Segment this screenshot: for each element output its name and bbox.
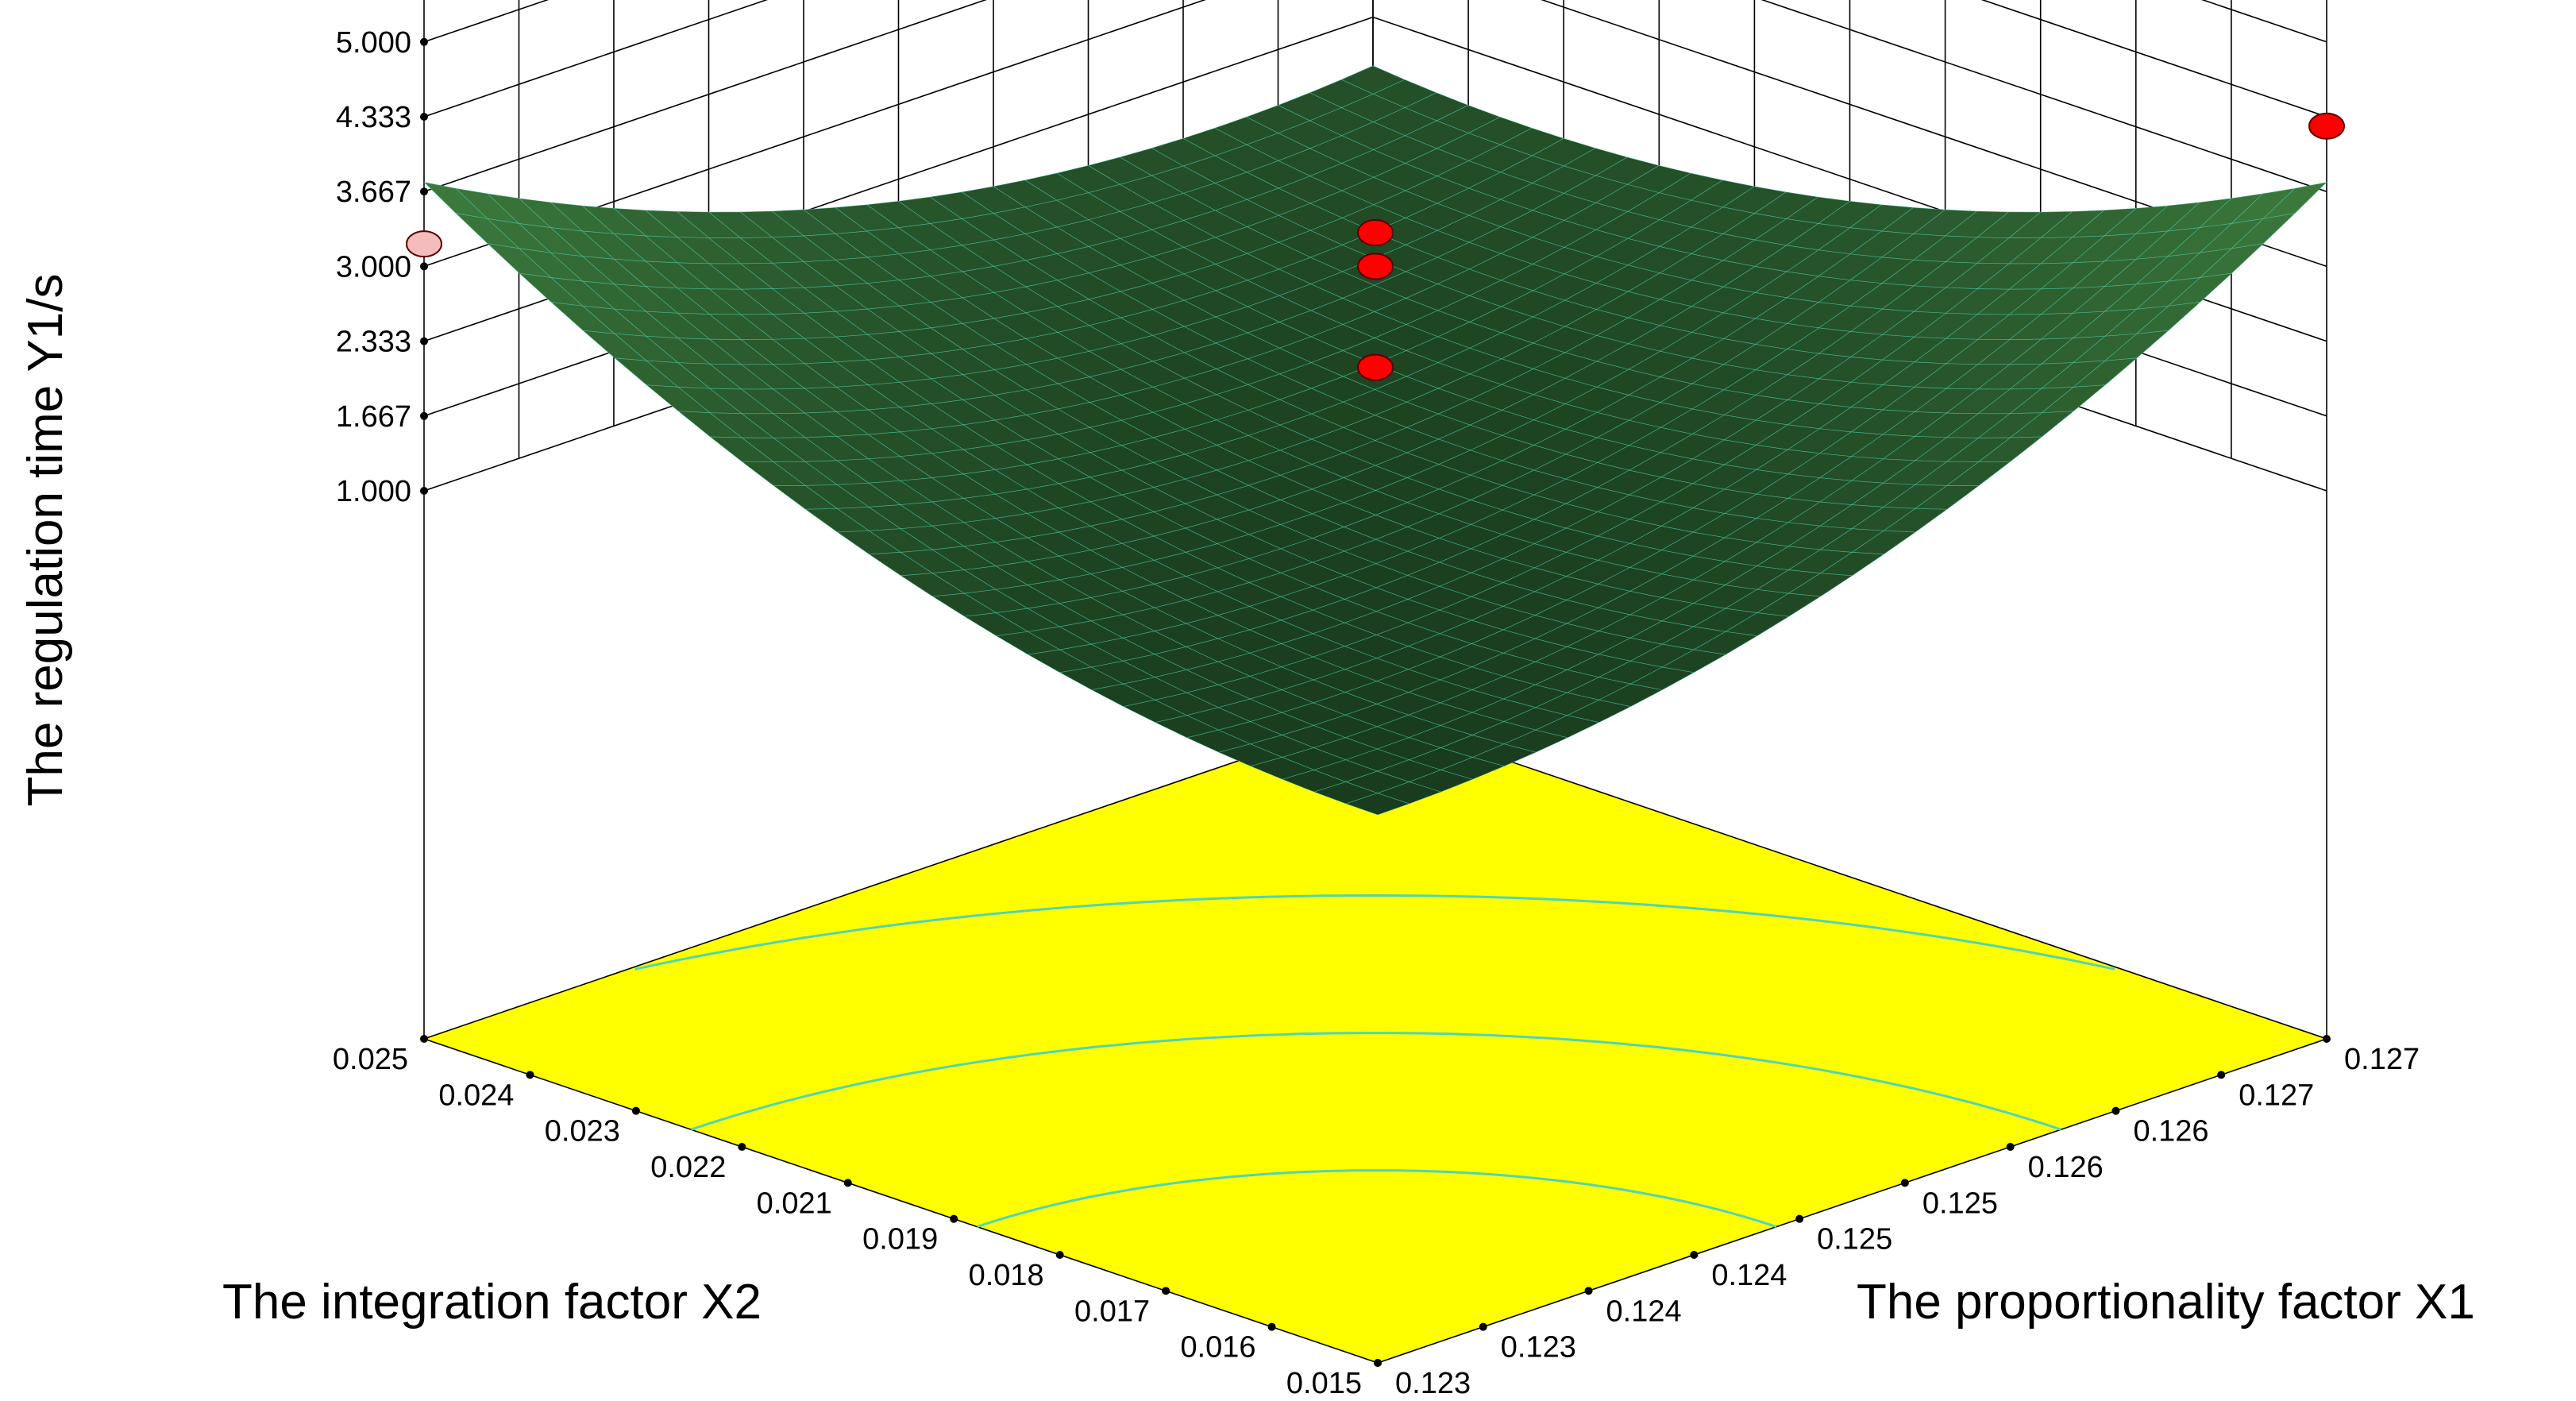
design-point xyxy=(1357,219,1394,247)
z-tick-mark xyxy=(420,262,428,271)
z-tick-label: 2.333 xyxy=(336,326,411,359)
z-tick-label: 1.667 xyxy=(336,400,411,434)
x2-tick-mark xyxy=(843,1179,852,1187)
z-tick-label: 5.000 xyxy=(336,26,411,60)
x2-tick-label: 0.016 xyxy=(1180,1331,1255,1364)
wall-grid-line xyxy=(423,0,769,118)
x1-tick-mark xyxy=(2323,1035,2331,1043)
x1-tick-mark xyxy=(1584,1287,1593,1295)
x2-tick-mark xyxy=(420,1035,428,1043)
x2-tick-mark xyxy=(738,1143,746,1151)
x1-tick-label: 0.126 xyxy=(2028,1151,2104,1184)
x1-tick-mark xyxy=(1374,1359,1382,1367)
x1-tick-mark xyxy=(2217,1071,2226,1079)
z-tick-mark xyxy=(420,187,428,196)
x1-tick-label: 0.124 xyxy=(1606,1295,1682,1328)
x1-tick-mark xyxy=(1479,1322,1487,1331)
x1-tick-mark xyxy=(1690,1251,1699,1259)
design-point xyxy=(2308,112,2345,140)
z-tick-label: 1.000 xyxy=(336,475,411,508)
x2-tick-mark xyxy=(1267,1322,1276,1331)
x2-axis-title: The integration factor X2 xyxy=(222,1275,762,1330)
design-points xyxy=(406,112,2345,381)
floor-contour xyxy=(634,893,2115,971)
x2-tick-label: 0.024 xyxy=(438,1079,514,1112)
x1-tick-mark xyxy=(1795,1214,1804,1223)
x2-tick-label: 0.025 xyxy=(333,1043,408,1076)
z-tick-label: 3.667 xyxy=(336,176,411,209)
x1-tick-label: 0.127 xyxy=(2344,1043,2420,1076)
z-tick-label: 3.000 xyxy=(336,250,411,284)
z-axis-title: The regulation time Y1/s xyxy=(18,274,73,807)
x2-tick-label: 0.015 xyxy=(1286,1367,1362,1400)
x2-tick-label: 0.019 xyxy=(862,1223,938,1256)
x1-tick-mark xyxy=(2111,1106,2120,1115)
floor-contour xyxy=(690,1032,2061,1131)
x2-tick-mark xyxy=(1055,1251,1064,1259)
x2-tick-mark xyxy=(526,1071,534,1079)
x2-tick-mark xyxy=(631,1106,640,1115)
z-tick-label: 4.333 xyxy=(336,101,411,134)
design-point xyxy=(1357,353,1394,381)
x1-tick-label: 0.125 xyxy=(1817,1223,1892,1256)
x1-tick-label: 0.123 xyxy=(1501,1331,1576,1364)
x1-tick-label: 0.126 xyxy=(2133,1115,2208,1148)
x1-tick-mark xyxy=(1900,1179,1909,1187)
surface-facet xyxy=(1344,793,1410,816)
z-tick-mark xyxy=(420,37,428,46)
x2-tick-label: 0.022 xyxy=(650,1151,726,1184)
wall-grid-line xyxy=(1980,0,2327,118)
x1-tick-label: 0.124 xyxy=(1711,1259,1787,1292)
x2-tick-mark xyxy=(1162,1287,1170,1295)
axis-titles: The regulation time Y1/s The integration… xyxy=(18,274,2475,1330)
x2-tick-label: 0.021 xyxy=(757,1187,832,1220)
z-tick-mark xyxy=(420,337,428,345)
x1-tick-label: 0.127 xyxy=(2239,1079,2314,1112)
floor-contour xyxy=(977,1169,1777,1229)
response-surface xyxy=(422,65,2328,816)
design-point xyxy=(406,230,442,258)
x2-tick-label: 0.023 xyxy=(545,1115,620,1148)
z-tick-mark xyxy=(420,113,428,121)
x1-tick-mark xyxy=(2006,1143,2015,1151)
axis-ticks: 1.0001.6672.3333.0003.6674.3335.0005.667… xyxy=(333,26,2420,1400)
x1-tick-label: 0.123 xyxy=(1395,1367,1471,1400)
x1-axis-title: The proportionality factor X1 xyxy=(1857,1275,2475,1330)
z-tick-mark xyxy=(420,487,428,495)
z-tick-mark xyxy=(420,411,428,420)
x2-tick-label: 0.017 xyxy=(1074,1295,1150,1328)
x1-tick-label: 0.125 xyxy=(1922,1187,1998,1220)
x2-tick-mark xyxy=(950,1214,958,1223)
x2-tick-label: 0.018 xyxy=(969,1259,1044,1292)
design-point xyxy=(1357,253,1394,280)
floor-plane xyxy=(422,714,2329,1364)
